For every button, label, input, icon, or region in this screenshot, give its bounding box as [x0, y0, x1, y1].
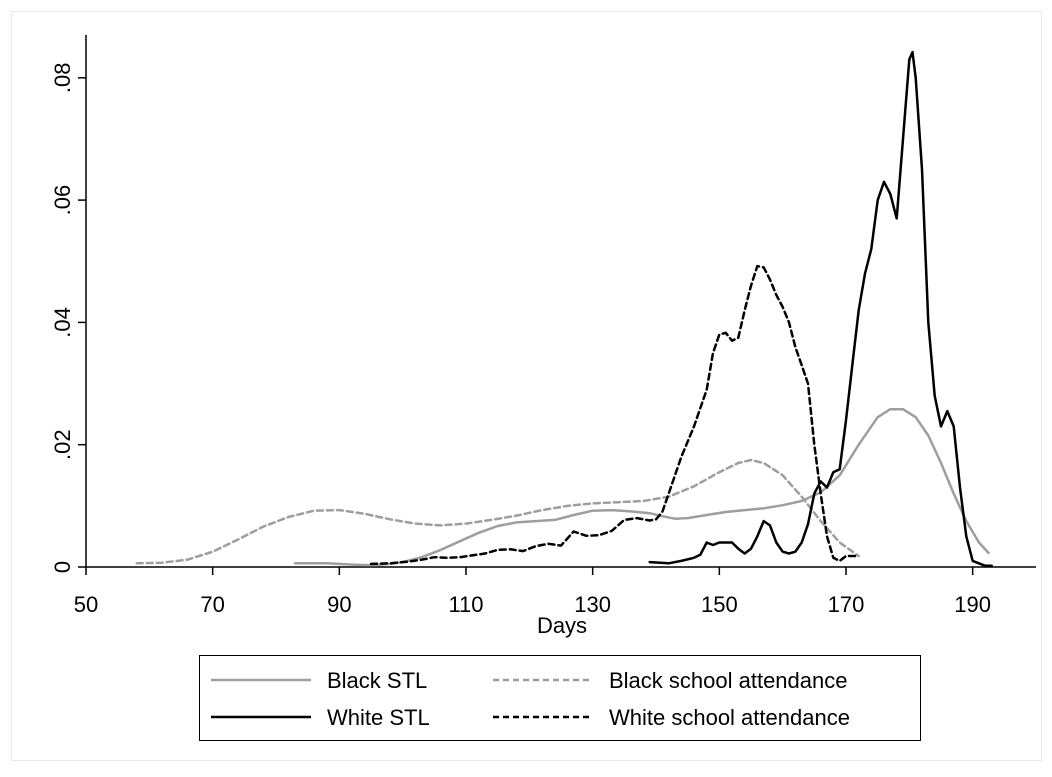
y-tick-label: .06 — [50, 185, 75, 216]
x-tick-label: 50 — [74, 592, 98, 617]
axes: 50 70 90 110 130 150 170 190 0 .02 .04 .06 .08 — [50, 35, 1036, 617]
x-tick-label: 110 — [448, 592, 483, 617]
chart-border — [11, 11, 1042, 761]
y-tick-label: .02 — [50, 429, 75, 460]
y-tick-label: .08 — [50, 63, 75, 94]
x-tick-label: 190 — [954, 592, 991, 617]
legend: Black STL Black school attendance White … — [199, 655, 921, 741]
plot-lines — [135, 50, 993, 568]
x-tick-label: 90 — [327, 592, 351, 617]
x-tick-label: 70 — [200, 592, 224, 617]
legend-label-white-stl: White STL — [327, 705, 430, 730]
series-line-white-school-attendance — [369, 264, 860, 566]
series-line-black-stl — [293, 407, 990, 567]
x-tick-label: 170 — [828, 592, 865, 617]
y-tick-label: 0 — [50, 561, 75, 573]
x-tick-label: 130 — [574, 592, 611, 617]
legend-label-black-stl: Black STL — [327, 668, 427, 693]
series-line-white-stl — [648, 50, 993, 568]
legend-label-black-school-attendance: Black school attendance — [609, 668, 848, 693]
legend-label-white-school-attendance: White school attendance — [609, 705, 850, 730]
x-tick-label: 150 — [701, 592, 738, 617]
legend-box — [199, 655, 921, 741]
x-axis-label: Days — [537, 613, 587, 638]
y-tick-label: .04 — [50, 307, 75, 338]
series-line-black-school-attendance — [135, 458, 860, 565]
